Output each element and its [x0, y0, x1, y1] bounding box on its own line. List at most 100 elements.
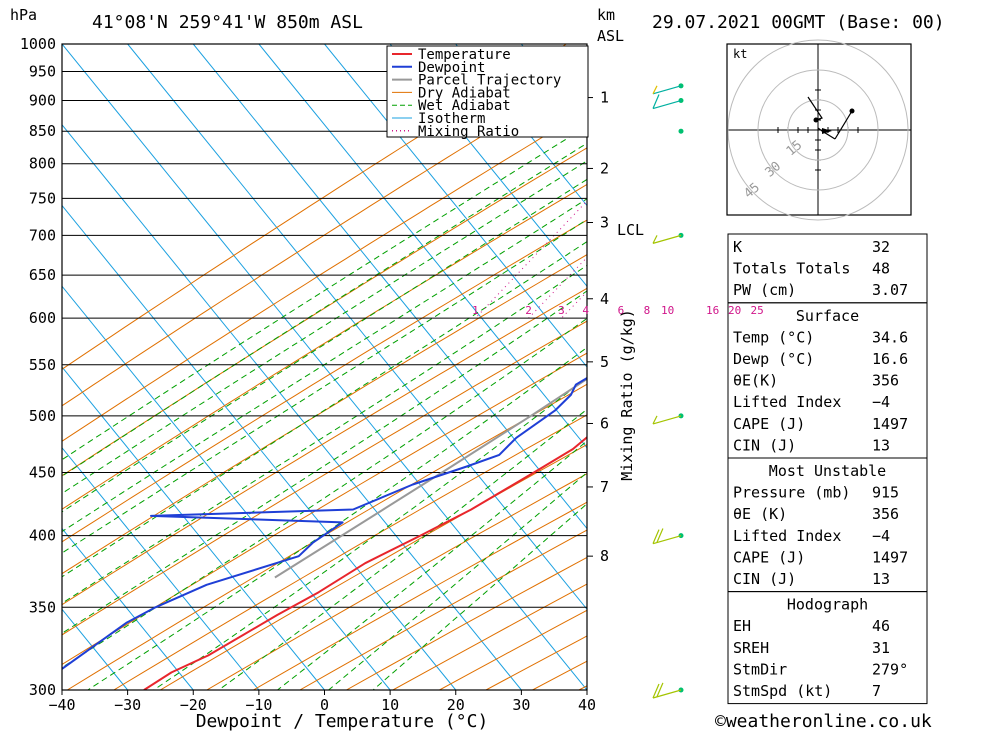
km-tick-label: 2 [600, 159, 609, 177]
wind-barb-staff [652, 85, 682, 95]
hodograph-storm-arrow [822, 128, 832, 134]
x-axis-label: Dewpoint / Temperature (°C) [196, 711, 489, 732]
index-value: 1497 [872, 548, 908, 566]
wind-barb-flag [656, 682, 664, 698]
index-label: CAPE (J) [733, 548, 805, 566]
legend-box [386, 45, 589, 138]
hodograph-point [813, 117, 819, 123]
pressure-tick-label: 300 [29, 681, 56, 699]
mixing-ratio-lines [475, 200, 587, 319]
index-value: 356 [872, 372, 899, 390]
legend-entry: Dewpoint [418, 60, 485, 76]
index-value: 3.07 [872, 281, 908, 299]
wind-barb-staff [652, 99, 682, 110]
datetime-title: 29.07.2021 00GMT (Base: 00) [652, 12, 945, 33]
mixing-ratio-label: 4 [582, 304, 589, 317]
x-tick-label: −30 [114, 696, 141, 714]
table-section-title: Hodograph [787, 596, 868, 614]
index-value: 34.6 [872, 328, 908, 346]
pressure-tick-label: 1000 [20, 35, 56, 53]
mixing-ratio-label: 25 [751, 304, 764, 317]
isotherm-line [62, 608, 129, 690]
legend-entry: Temperature [418, 47, 511, 63]
isotherm-line [192, 44, 587, 530]
hodograph-ring [727, 39, 909, 221]
hodograph-trace [834, 110, 853, 140]
legend-entry: Isotherm [418, 111, 485, 127]
dry-adiabat-line [62, 44, 567, 370]
index-label: Temp (°C) [733, 328, 814, 346]
index-value: 48 [872, 260, 890, 278]
wet-adiabat-line [328, 471, 587, 690]
isotherm-line [455, 44, 587, 207]
x-tick-label: 40 [578, 696, 596, 714]
hodograph-point [849, 108, 855, 114]
mixing-ratio-label: 2 [525, 304, 532, 317]
isotherm-line [62, 527, 194, 690]
km-tick-label: 1 [600, 89, 609, 107]
hodograph-unit: kt [733, 47, 747, 61]
table-section-title: Most Unstable [769, 462, 886, 480]
wind-barb-staff [652, 689, 682, 699]
copyright: ©weatheronline.co.uk [715, 711, 932, 732]
pressure-tick-label: 950 [29, 63, 56, 81]
wet-adiabat-line [62, 178, 587, 513]
isotherm-line [324, 44, 587, 368]
wet-adiabat-line [62, 160, 587, 495]
isotherm-line [389, 44, 587, 288]
x-tick-label: −40 [48, 696, 75, 714]
table-box-hodograph-box [727, 591, 928, 705]
x-tick-label: −10 [245, 696, 272, 714]
table-section-title: Surface [796, 307, 859, 325]
pressure-tick-label: 400 [29, 527, 56, 545]
wet-adiabat-line [372, 503, 587, 690]
parcel-trajectory-line [274, 377, 587, 579]
wind-barb-flag [652, 529, 660, 544]
km-label: km [597, 6, 615, 24]
index-value: 16.6 [872, 350, 908, 368]
isotherm-line [62, 366, 325, 690]
isotherm-line [62, 204, 457, 690]
index-value: 32 [872, 238, 890, 256]
isotherm-line [258, 44, 587, 449]
pressure-tick-label: 900 [29, 92, 56, 110]
index-label: CIN (J) [733, 570, 796, 588]
pressure-tick-label: 650 [29, 266, 56, 284]
mixing-ratio-labels: 1 2 3 4 6 8 10 16 20 25 [472, 304, 764, 317]
temperature-line [143, 436, 587, 690]
wet-adiabat-line [153, 377, 587, 690]
mixing-ratio-label: 10 [661, 304, 674, 317]
hodograph-ring [757, 69, 879, 191]
pressure-tick-label: 550 [29, 356, 56, 374]
mixing-ratio-label: 1 [472, 304, 479, 317]
x-tick-label: 30 [512, 696, 530, 714]
x-tick-label: 0 [320, 696, 329, 714]
index-label: SREH [733, 639, 769, 657]
mixing-ratio-line [475, 200, 587, 319]
wet-adiabat-line [62, 317, 587, 669]
wet-adiabat-line [87, 346, 587, 690]
index-value: 915 [872, 484, 899, 502]
temperature-axis: −40 −30 −20 −10 0 10 20 30 40 [48, 690, 596, 714]
wind-barb-flag [656, 528, 664, 543]
hodograph-ring [787, 99, 849, 161]
pressure-axis: 300 350 400 450 500 550 600 650 700 750 800 850 900 9… [20, 35, 56, 699]
pressure-tick-label: 600 [29, 309, 56, 327]
isotherm-line [62, 446, 260, 690]
pressure-tick-label: 450 [29, 463, 56, 481]
legend-entry: Wet Adiabat [418, 98, 511, 114]
km-tick-label: 5 [600, 353, 609, 371]
wind-barb-staff [652, 535, 682, 545]
index-label: StmDir [733, 660, 787, 678]
index-label: CIN (J) [733, 436, 796, 454]
pressure-tick-label: 700 [29, 226, 56, 244]
wind-barb-staff [652, 234, 682, 244]
dry-adiabat-line [113, 414, 587, 690]
index-value: 279° [872, 660, 908, 678]
pressure-unit-label: hPa [10, 6, 37, 24]
indices-tables: K 32 Totals Totals 48 PW (cm) 3.07 Surface Temp… [727, 233, 928, 705]
index-value: 7 [872, 682, 881, 700]
